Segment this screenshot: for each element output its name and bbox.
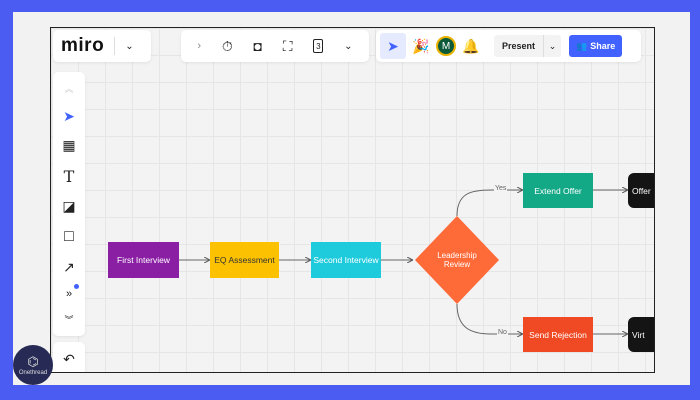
templates-icon[interactable]: ▦ <box>62 137 76 154</box>
miro-logo: miro <box>61 35 105 56</box>
present-button-group: Present ⌄ <box>494 35 562 57</box>
node-second-interview[interactable]: Second Interview <box>311 242 381 278</box>
connectors <box>179 28 655 373</box>
present-button[interactable]: Present <box>502 41 536 51</box>
users-icon: 👥 <box>576 40 588 51</box>
arrow-line-icon[interactable]: ↗ <box>63 258 75 275</box>
node-send-rejection[interactable]: Send Rejection <box>523 317 593 352</box>
cursor-filter-icon[interactable]: ➤ <box>380 33 406 59</box>
logo-panel: miro ⌄ <box>53 30 151 62</box>
chevron-down-icon[interactable]: ⌄ <box>543 35 561 57</box>
node-virt[interactable]: Virt <box>628 317 654 352</box>
card-icon[interactable]: ◘ <box>253 38 263 54</box>
notification-dot <box>74 284 80 290</box>
chevron-double-down-icon[interactable]: ⌄ <box>344 40 353 52</box>
onethread-watermark: ⌬ Onethread <box>13 345 53 385</box>
share-button[interactable]: 👥 Share <box>569 35 623 57</box>
sticky-note-icon[interactable]: ◪ <box>62 198 76 215</box>
chevron-double-down-icon[interactable]: ⌄ <box>125 40 134 52</box>
focus-icon[interactable]: ⛶ <box>282 37 293 54</box>
timer-icon[interactable]: ⏱ <box>221 37 233 54</box>
edge-label-no: No <box>497 329 508 336</box>
node-offer[interactable]: Offer <box>628 173 654 208</box>
edge-yes <box>456 190 522 217</box>
chevron-right-icon[interactable]: › <box>197 40 202 52</box>
undo-icon[interactable]: ↶ <box>63 350 75 367</box>
node-extend-offer[interactable]: Extend Offer <box>523 173 593 208</box>
share-label: Share <box>590 41 616 51</box>
frames-icon[interactable]: 3 <box>313 39 324 53</box>
more-tools-icon[interactable]: » <box>66 284 80 300</box>
shape-icon[interactable]: □ <box>64 228 74 245</box>
watermark-text: Onethread <box>18 370 48 376</box>
onethread-logo-icon: ⌬ <box>27 354 39 369</box>
chevron-double-up-icon[interactable]: ︽ <box>64 84 74 95</box>
text-icon[interactable]: T <box>63 166 75 186</box>
edge-label-yes: Yes <box>494 185 508 192</box>
decision-diamond <box>415 216 499 304</box>
bell-icon[interactable]: 🔔 <box>462 37 480 54</box>
chevron-double-down-icon[interactable]: ︾ <box>64 314 74 325</box>
divider <box>114 37 116 55</box>
node-eq-assessment[interactable]: EQ Assessment <box>210 242 279 278</box>
edge-no <box>456 303 522 334</box>
miro-board-canvas[interactable]: Yes No First Interview EQ Assessment Sec… <box>50 27 655 373</box>
node-leadership-review[interactable]: Leadership Review <box>437 251 477 269</box>
left-toolbar: ︽ ➤ ▦ T ◪ □ ↗ » ︾ <box>53 72 85 336</box>
avatar[interactable]: M <box>436 36 456 56</box>
undo-panel: ↶ <box>53 342 85 372</box>
tools-panel: › ⏱ ◘ ⛶ 3 ⌄ <box>181 30 369 62</box>
collab-panel: ➤ 🎉 M 🔔 Present ⌄ 👥 Share <box>376 30 641 62</box>
node-first-interview[interactable]: First Interview <box>108 242 179 278</box>
select-cursor-icon[interactable]: ➤ <box>63 107 75 124</box>
celebrate-icon[interactable]: 🎉 <box>412 37 430 54</box>
